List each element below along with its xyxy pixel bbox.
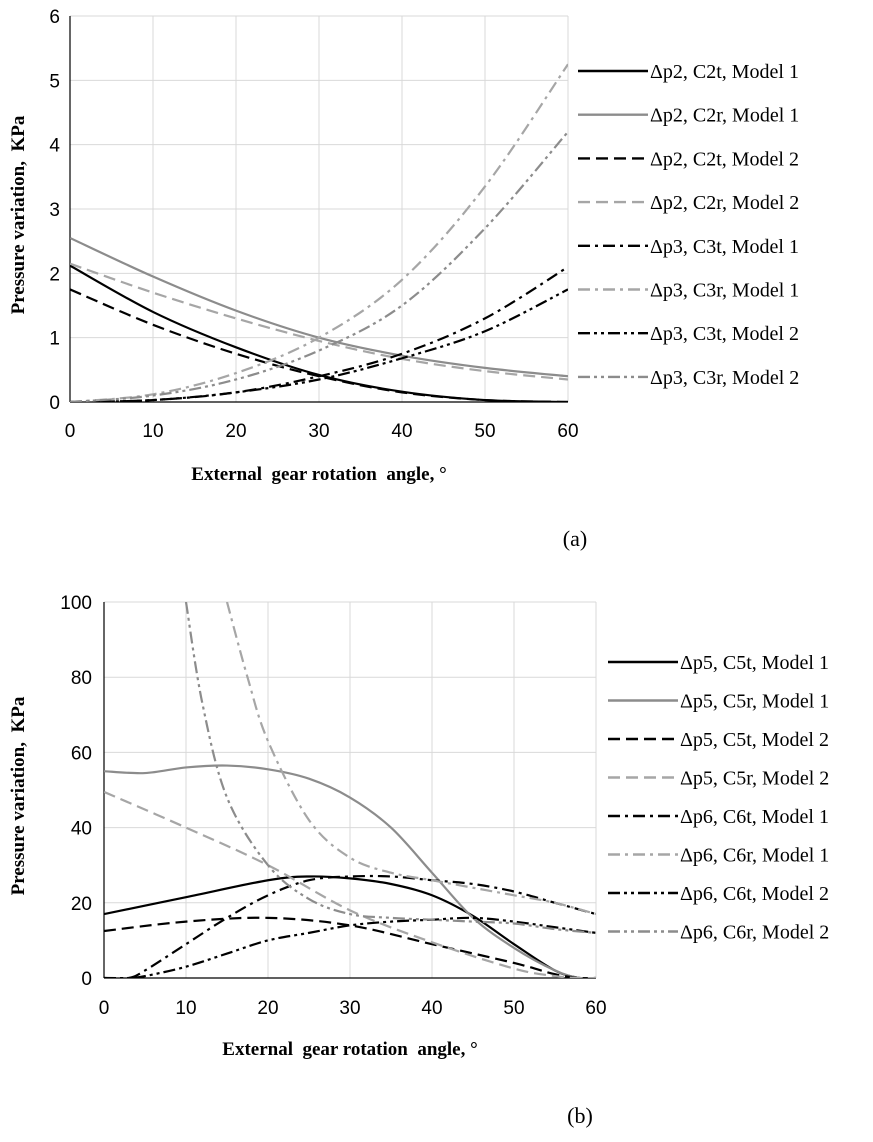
series-line-3 — [104, 916, 596, 978]
legend-entry: Δp5, C5r, Model 1 — [680, 691, 829, 713]
legend: Δp5, C5t, Model 1 Δp5, C5r, Model 1 Δp5, C… — [608, 652, 829, 944]
series-line-5 — [104, 874, 596, 978]
x-axis-title: External gear rotation angle, ° — [191, 464, 446, 485]
y-tick-label: 100 — [60, 593, 92, 614]
x-tick-label: 10 — [142, 421, 163, 442]
x-tick-label: 10 — [175, 998, 196, 1019]
legend-entry: Δp2, C2t, Model 2 — [650, 148, 799, 170]
series-line-4 — [104, 790, 596, 978]
series-line-4 — [70, 262, 568, 381]
x-tick-label: 20 — [257, 998, 278, 1019]
x-tick-label: 50 — [503, 998, 524, 1019]
legend-entry: Δp2, C2r, Model 1 — [650, 105, 799, 127]
legend-entry: Δp3, C3r, Model 2 — [650, 367, 799, 389]
y-tick-label: 40 — [71, 819, 92, 840]
legend-entry: Δp3, C3t, Model 1 — [650, 236, 799, 258]
series-line-7 — [70, 288, 568, 402]
y-tick-label: 60 — [71, 743, 92, 764]
series-line-3 — [70, 288, 568, 402]
y-tick-label: 0 — [81, 969, 92, 990]
panel-label: (b) — [567, 1103, 593, 1128]
x-axis-title: External gear rotation angle, ° — [222, 1039, 477, 1060]
x-tick-label: 30 — [308, 421, 329, 442]
y-axis-title: Pressure variation, KPa — [8, 115, 29, 314]
x-tick-label: 60 — [585, 998, 606, 1019]
y-tick-label: 3 — [49, 200, 60, 221]
series-line-8 — [70, 131, 568, 402]
legend-entry: Δp6, C6r, Model 1 — [680, 845, 829, 867]
series-lines — [70, 63, 568, 402]
series-line-6 — [70, 63, 568, 402]
series-line-2 — [104, 764, 596, 978]
x-tick-label: 40 — [391, 421, 412, 442]
legend-entry: Δp2, C2t, Model 1 — [650, 61, 799, 83]
y-tick-label: 20 — [71, 894, 92, 915]
y-tick-label: 0 — [49, 393, 60, 414]
y-tick-label: 1 — [49, 329, 60, 350]
legend-entry: Δp6, C6r, Model 2 — [680, 922, 829, 944]
x-tick-label: 0 — [99, 998, 110, 1019]
legend-entry: Δp5, C5t, Model 1 — [680, 652, 829, 674]
x-tick-label: 0 — [65, 421, 76, 442]
y-tick-label: 80 — [71, 668, 92, 689]
legend-entry: Δp6, C6t, Model 1 — [680, 806, 829, 828]
legend-entry: Δp5, C5t, Model 2 — [680, 729, 829, 751]
x-tick-label: 40 — [421, 998, 442, 1019]
x-tick-label: 30 — [339, 998, 360, 1019]
legend-entry: Δp2, C2r, Model 2 — [650, 192, 799, 214]
gridlines — [69, 15, 569, 403]
chart-panel-a: 0 10 20 30 40 50 60 0 1 2 3 4 5 6 External gear rotati… — [8, 7, 799, 551]
series-line-7 — [104, 916, 596, 978]
legend: Δp2, C2t, Model 1 Δp2, C2r, Model 1 Δp2, C… — [578, 61, 799, 389]
chart-panel-b: 0 10 20 30 40 50 60 0 20 40 60 80 100 External gear r… — [8, 593, 829, 1128]
series-line-6 — [225, 602, 596, 916]
legend-entry: Δp3, C3t, Model 2 — [650, 323, 799, 345]
x-tick-label: 20 — [225, 421, 246, 442]
legend-entry: Δp6, C6t, Model 2 — [680, 883, 829, 905]
y-tick-label: 5 — [49, 71, 60, 92]
y-tick-label: 2 — [49, 264, 60, 285]
legend-entry: Δp3, C3r, Model 1 — [650, 280, 799, 302]
x-tick-label: 60 — [557, 421, 578, 442]
series-lines — [104, 602, 596, 978]
legend-entry: Δp5, C5r, Model 2 — [680, 768, 829, 790]
series-line-8 — [184, 602, 596, 934]
panel-label: (a) — [563, 526, 587, 551]
x-tick-label: 50 — [474, 421, 495, 442]
y-axis-title: Pressure variation, KPa — [8, 696, 29, 895]
y-tick-label: 4 — [49, 136, 60, 157]
y-tick-label: 6 — [49, 7, 60, 28]
